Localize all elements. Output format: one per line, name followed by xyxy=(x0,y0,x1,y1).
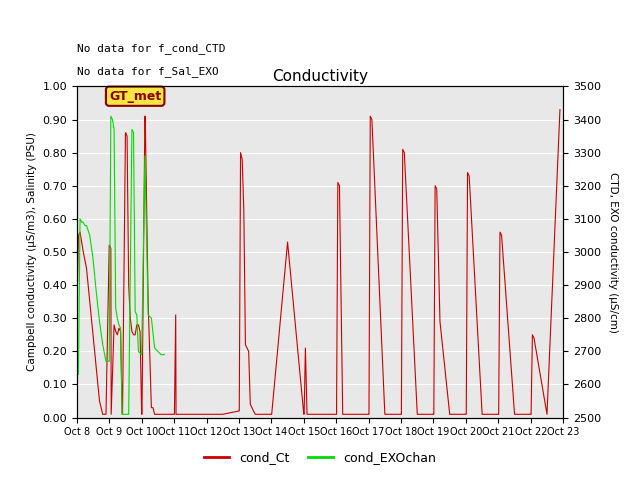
Y-axis label: CTD, EXO conductivity (μS/cm): CTD, EXO conductivity (μS/cm) xyxy=(608,171,618,333)
Text: No data for f_cond_CTD: No data for f_cond_CTD xyxy=(77,43,225,54)
Y-axis label: Campbell conductivity (μS/m3), Salinity (PSU): Campbell conductivity (μS/m3), Salinity … xyxy=(27,132,36,372)
Text: No data for f_Sal_EXO: No data for f_Sal_EXO xyxy=(77,67,218,77)
Legend: cond_Ct, cond_EXOchan: cond_Ct, cond_EXOchan xyxy=(199,446,441,469)
Text: GT_met: GT_met xyxy=(109,90,161,103)
Title: Conductivity: Conductivity xyxy=(272,69,368,84)
